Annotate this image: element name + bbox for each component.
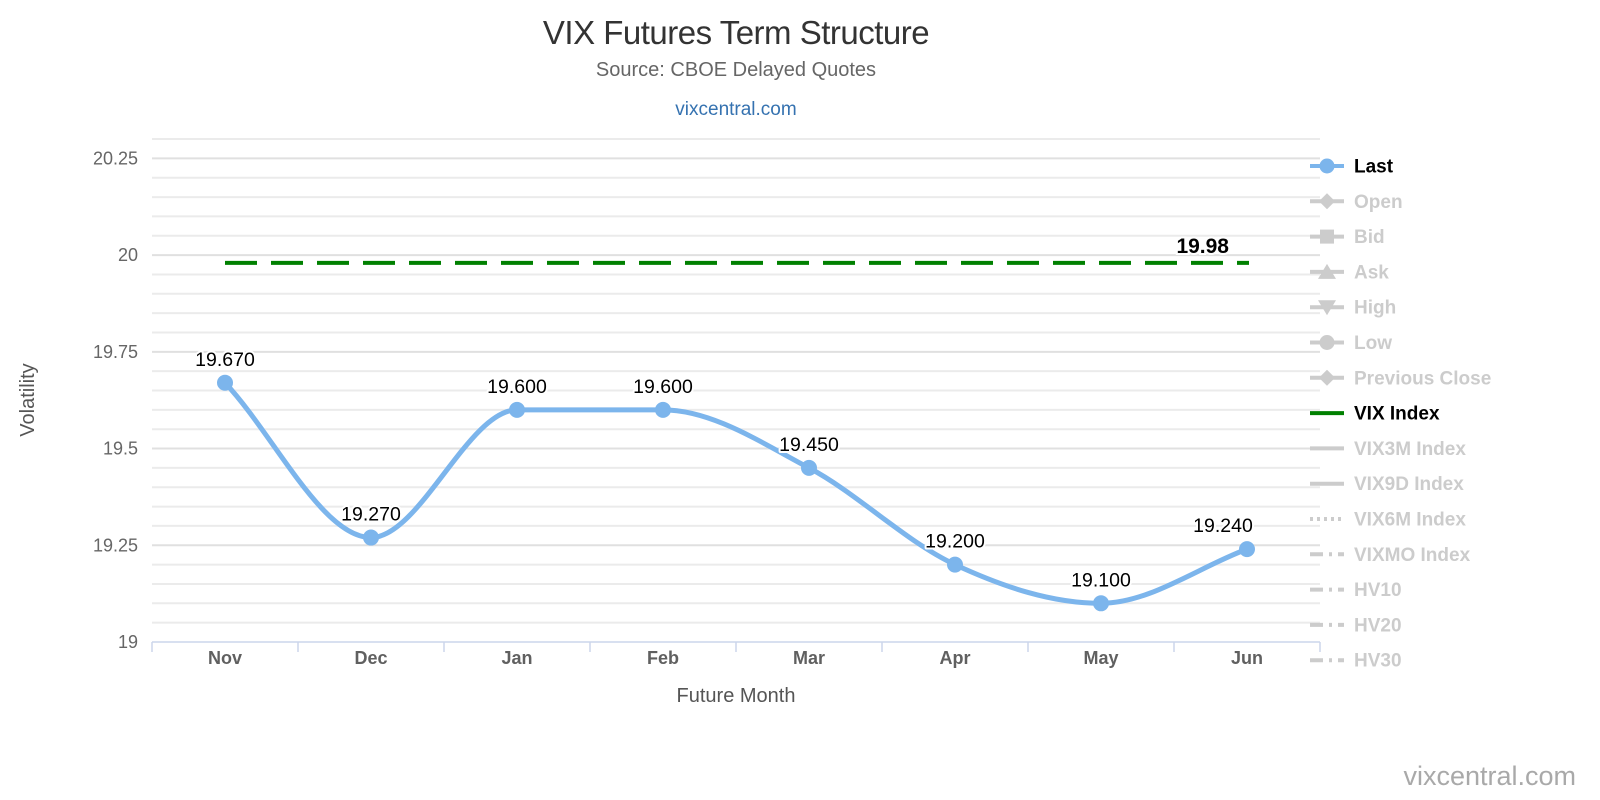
- legend-label-vix6m-index: VIX6M Index: [1354, 510, 1466, 531]
- data-label-apr: 19.200: [925, 531, 985, 553]
- month-label-jan: Jan: [501, 648, 532, 668]
- data-point-nov[interactable]: [217, 374, 233, 391]
- y-tick-label: 20.25: [93, 148, 138, 168]
- data-points: 19.670 19.270 19.600 19.600 19.450 19.200 19.1…: [193, 347, 1255, 612]
- data-point-mar[interactable]: [801, 459, 817, 476]
- legend-label-hv10: HV10: [1354, 580, 1402, 601]
- legend-item-vix6m-index[interactable]: VIX6M Index: [1310, 510, 1466, 531]
- y-tick-label: 19.5: [103, 439, 138, 459]
- legend-item-hv20[interactable]: HV20: [1310, 615, 1402, 636]
- y-tick-label: 20: [118, 245, 138, 265]
- legend-item-vix-index[interactable]: VIX Index: [1310, 404, 1440, 425]
- month-label-feb: Feb: [647, 648, 679, 668]
- legend-item-last[interactable]: Last: [1310, 157, 1394, 178]
- major-gridlines: [152, 157, 1320, 547]
- data-label-mar: 19.450: [779, 434, 839, 456]
- legend-item-previous-close[interactable]: Previous Close: [1310, 368, 1491, 389]
- legend-marker-diamond-icon: [1319, 193, 1335, 210]
- legend-marker-circle-icon: [1319, 335, 1335, 350]
- legend-item-hv10[interactable]: HV10: [1310, 580, 1402, 601]
- legend-label-hv30: HV30: [1354, 651, 1402, 672]
- data-point-jan[interactable]: [509, 401, 525, 418]
- data-label-dec: 19.270: [341, 504, 401, 526]
- legend-label-low: Low: [1354, 333, 1392, 354]
- legend-item-vix3m-index[interactable]: VIX3M Index: [1310, 439, 1466, 460]
- month-label-nov: Nov: [208, 648, 242, 668]
- data-point-feb[interactable]: [655, 401, 671, 418]
- legend-item-bid[interactable]: Bid: [1310, 227, 1385, 248]
- month-label-mar: Mar: [793, 648, 825, 668]
- vixcentral-link[interactable]: vixcentral.com: [675, 99, 797, 120]
- legend-label-vix-index: VIX Index: [1354, 404, 1440, 425]
- y-axis-labels: 19 19.25 19.5 19.75 20 20.25: [93, 148, 138, 652]
- data-label-jun: 19.240: [1193, 515, 1253, 537]
- chart-header: VIX Futures Term Structure Source: CBOE …: [0, 12, 1472, 121]
- legend-item-hv30[interactable]: HV30: [1310, 651, 1402, 672]
- legend-marker-triangle-down-icon: [1318, 300, 1336, 316]
- legend-marker-square-icon: [1320, 229, 1334, 244]
- legend-label-last: Last: [1354, 157, 1394, 178]
- legend-label-high: High: [1354, 298, 1396, 319]
- data-label-nov: 19.670: [195, 349, 255, 371]
- y-tick-label: 19: [118, 632, 138, 652]
- legend-item-low[interactable]: Low: [1310, 333, 1392, 354]
- legend-item-vix9d-index[interactable]: VIX9D Index: [1310, 474, 1464, 495]
- vix-index-value-label: 19.98: [1176, 235, 1229, 258]
- data-point-may[interactable]: [1093, 595, 1109, 612]
- watermark: vixcentral.com: [1403, 761, 1576, 791]
- data-label-feb: 19.600: [633, 376, 693, 398]
- month-label-apr: Apr: [940, 648, 971, 668]
- x-axis-labels: Nov Dec Jan Feb Mar Apr May Jun: [208, 648, 1263, 668]
- x-axis-title: Future Month: [677, 685, 796, 707]
- legend-marker-triangle-up-icon: [1318, 263, 1336, 279]
- x-axis: [151, 641, 1321, 652]
- legend-label-open: Open: [1354, 192, 1403, 213]
- month-label-jun: Jun: [1231, 648, 1263, 668]
- month-label-may: May: [1083, 648, 1118, 668]
- data-label-jan: 19.600: [487, 376, 547, 398]
- legend-label-vix3m-index: VIX3M Index: [1354, 439, 1466, 460]
- legend-label-previous-close: Previous Close: [1354, 368, 1491, 389]
- legend-item-ask[interactable]: Ask: [1310, 262, 1389, 283]
- legend: Last Open Bid Ask High Low Previous Close VIX I…: [1310, 157, 1491, 672]
- legend-label-ask: Ask: [1354, 262, 1389, 283]
- month-label-dec: Dec: [354, 648, 387, 668]
- y-tick-label: 19.75: [93, 342, 138, 362]
- data-point-apr[interactable]: [947, 556, 963, 573]
- legend-label-vix9d-index: VIX9D Index: [1354, 474, 1464, 495]
- legend-marker-circle-icon: [1319, 158, 1335, 174]
- legend-label-hv20: HV20: [1354, 615, 1402, 636]
- legend-marker-diamond-icon: [1319, 369, 1335, 386]
- y-tick-label: 19.25: [93, 535, 138, 555]
- data-label-may: 19.100: [1071, 569, 1131, 591]
- data-point-dec[interactable]: [363, 529, 379, 546]
- legend-label-bid: Bid: [1354, 227, 1385, 248]
- y-axis-title: Volatility: [17, 363, 39, 436]
- legend-item-high[interactable]: High: [1310, 298, 1396, 319]
- chart-subtitle: Source: CBOE Delayed Quotes: [595, 59, 877, 81]
- data-point-jun[interactable]: [1239, 541, 1255, 558]
- minor-gridlines: [152, 138, 1320, 624]
- legend-item-open[interactable]: Open: [1310, 192, 1403, 213]
- chart-title: VIX Futures Term Structure: [542, 14, 930, 51]
- legend-item-vixmo-index[interactable]: VIXMO Index: [1310, 545, 1471, 566]
- legend-label-vixmo-index: VIXMO Index: [1354, 545, 1471, 566]
